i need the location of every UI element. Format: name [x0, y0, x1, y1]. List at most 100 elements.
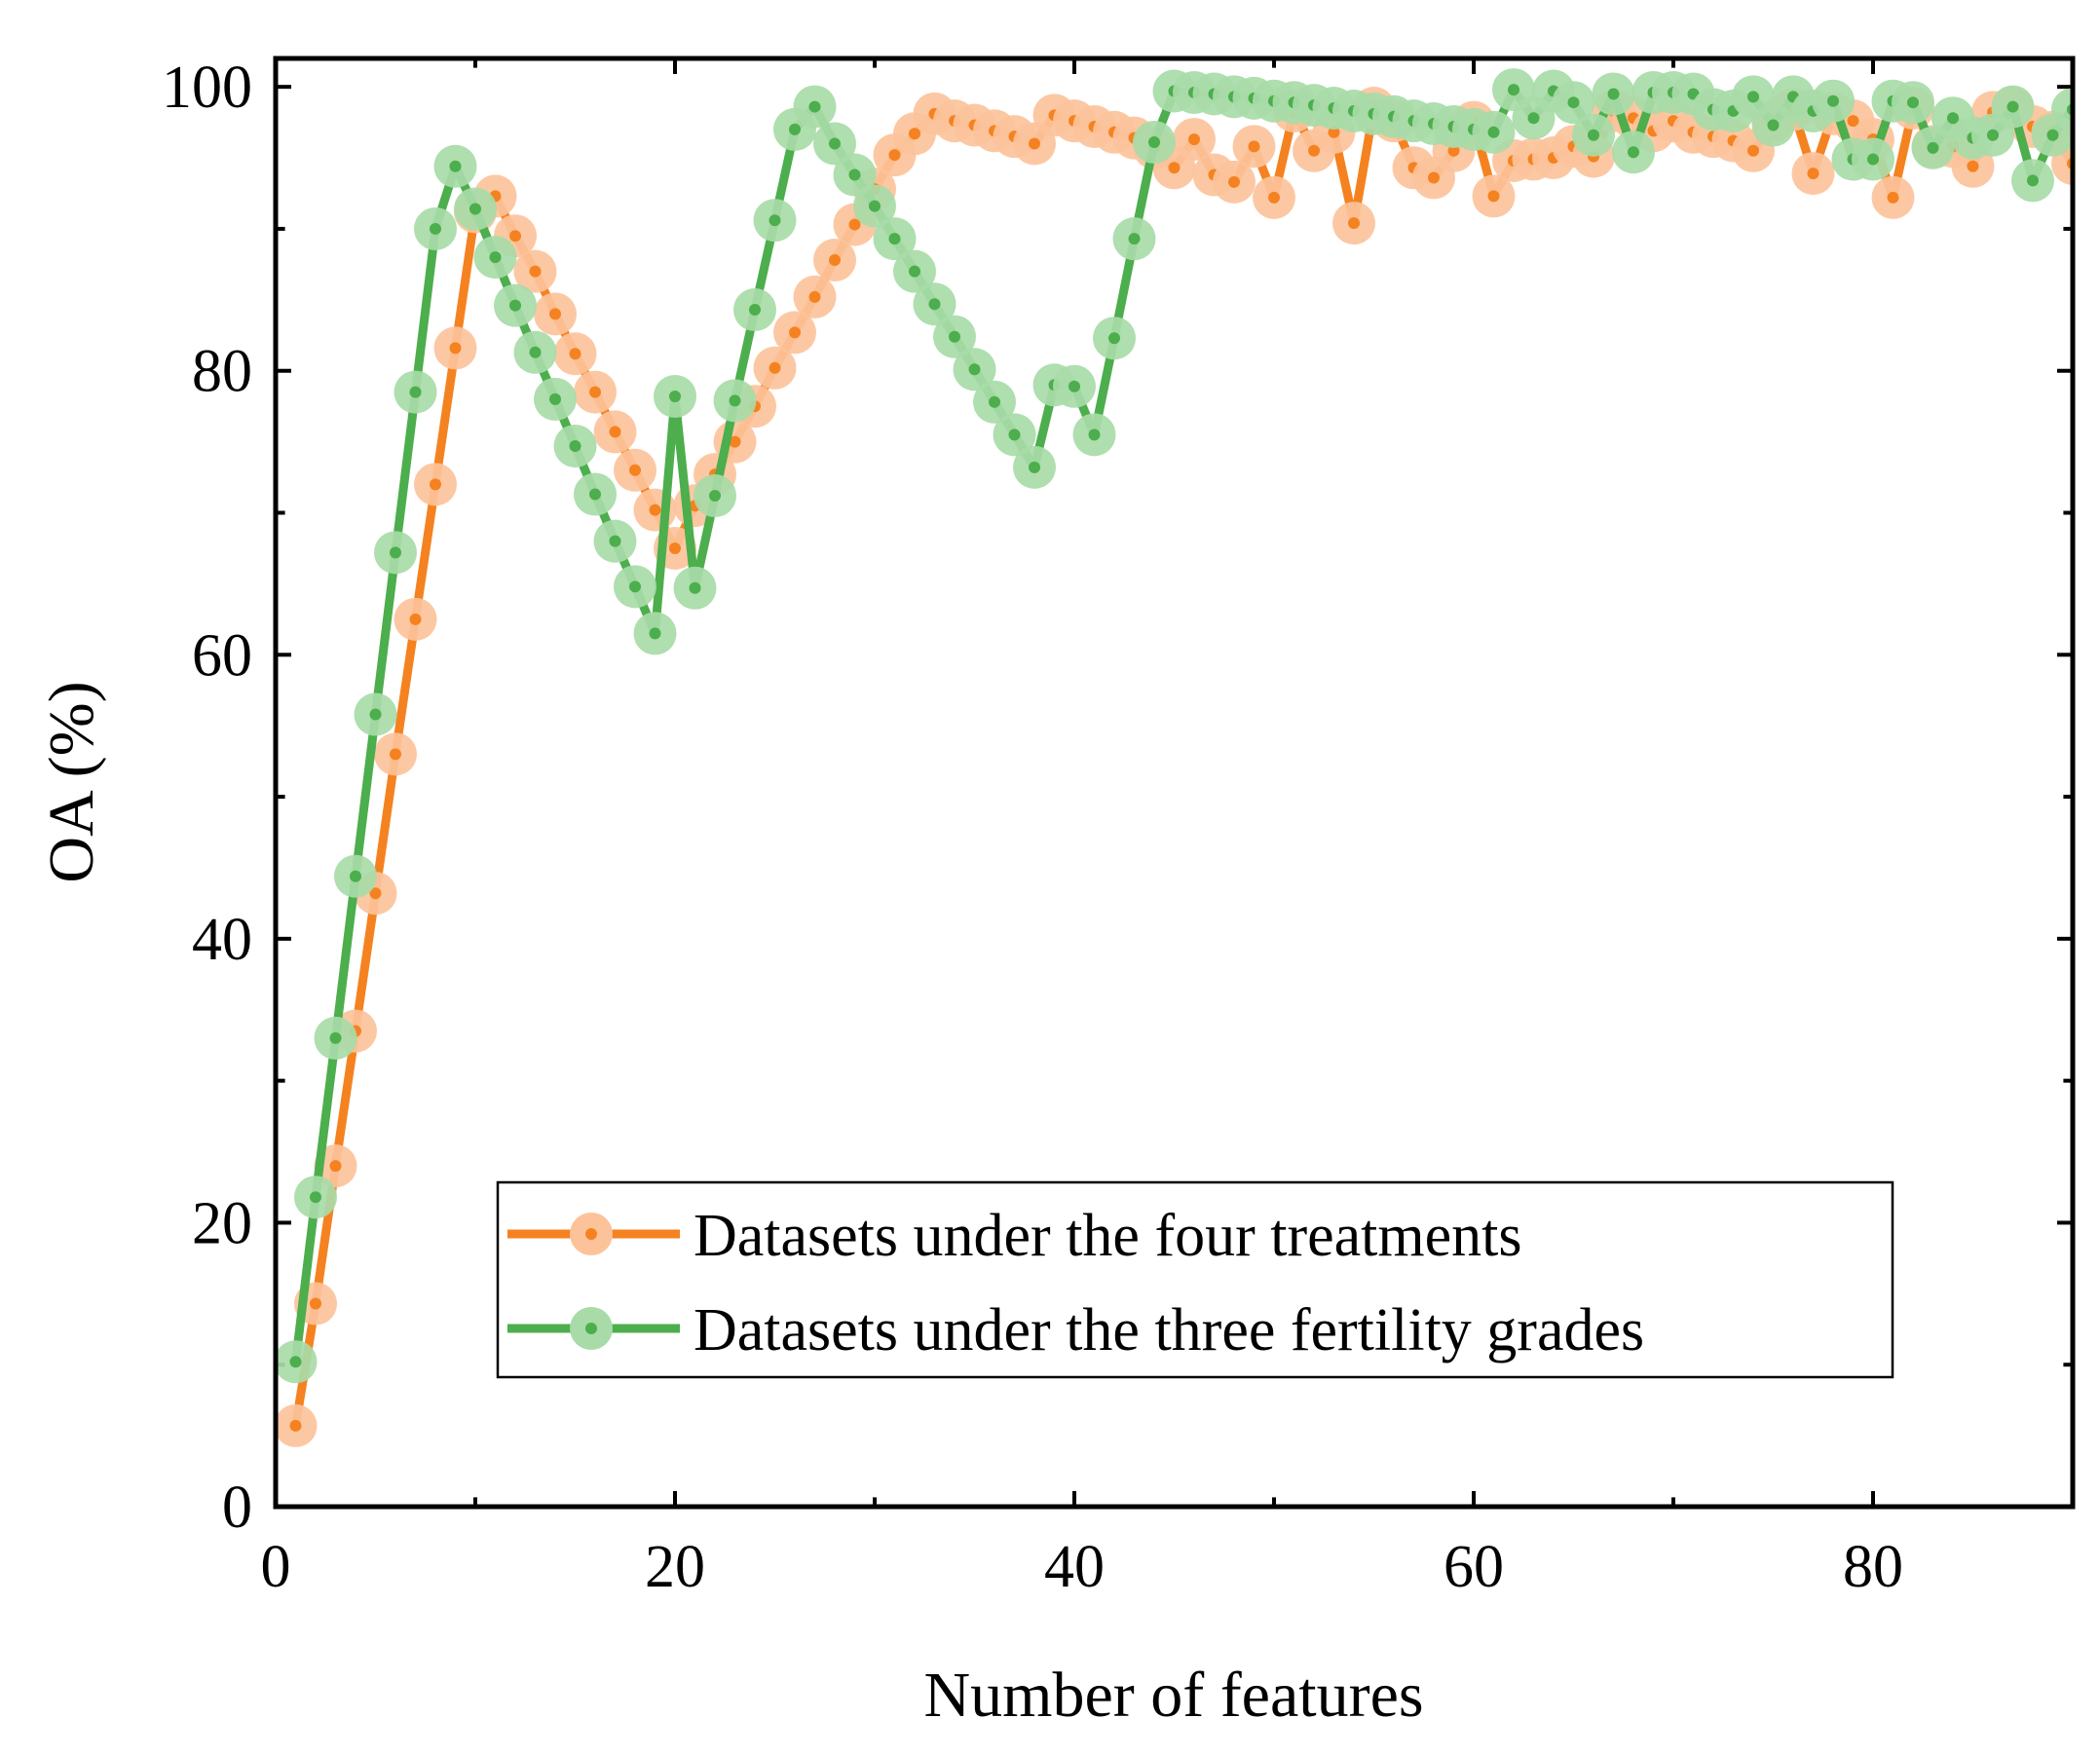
- data-point-center: [1008, 429, 1021, 441]
- data-point-center: [289, 1356, 302, 1368]
- data-point-center: [2006, 100, 2019, 113]
- data-point-center: [609, 535, 621, 547]
- data-point-center: [1428, 171, 1440, 184]
- data-point-center: [1867, 153, 1879, 166]
- data-point-center: [888, 149, 901, 162]
- series-line: [291, 85, 2073, 1363]
- data-point-center: [549, 392, 561, 405]
- data-point-center: [848, 218, 861, 231]
- data-point-center: [409, 613, 422, 625]
- data-point-center: [390, 546, 401, 559]
- data-point-center: [909, 128, 920, 140]
- data-point-center: [629, 580, 641, 593]
- series-1: [276, 68, 2073, 1384]
- data-point-center: [709, 490, 721, 503]
- data-point-center: [430, 478, 441, 491]
- data-point-center: [729, 435, 741, 448]
- x-tick-label: 40: [1044, 1534, 1105, 1600]
- data-point-center: [769, 361, 781, 374]
- legend-box: [496, 1180, 1894, 1379]
- data-point-center: [968, 363, 981, 376]
- data-point-center: [1348, 217, 1360, 230]
- data-point-center: [310, 1191, 321, 1204]
- data-point-center: [609, 426, 621, 438]
- data-point-center: [509, 299, 521, 312]
- y-tick-label: 0: [222, 1475, 252, 1541]
- data-point-center: [1308, 144, 1320, 157]
- data-point-center: [589, 488, 601, 501]
- data-point-center: [1767, 119, 1780, 131]
- legend-marker-dot-three-fertility-grades: [585, 1323, 597, 1334]
- data-point-center: [749, 304, 761, 317]
- y-tick-label: 20: [192, 1190, 252, 1256]
- data-point-center: [569, 439, 581, 452]
- y-tick-label: 60: [192, 622, 252, 689]
- data-point-center: [808, 100, 821, 113]
- data-point-center: [1487, 190, 1500, 203]
- data-point-center: [1508, 84, 1519, 96]
- data-point-center: [390, 748, 401, 761]
- data-point-center: [789, 326, 801, 339]
- data-point-center: [1927, 141, 1939, 154]
- data-point-center: [909, 265, 920, 278]
- y-tick-label: 100: [162, 55, 252, 121]
- data-point-center: [1628, 146, 1639, 159]
- data-point-center: [329, 1160, 342, 1173]
- data-point-center: [1148, 136, 1160, 149]
- data-point-center: [629, 464, 641, 476]
- data-point-center: [2027, 174, 2039, 187]
- data-point-center: [808, 290, 821, 303]
- data-point-center: [848, 168, 861, 181]
- x-tick-label: 20: [645, 1534, 705, 1600]
- data-point-center: [729, 394, 741, 407]
- data-point-center: [1487, 126, 1500, 138]
- data-point-center: [689, 581, 701, 594]
- data-point-center: [1029, 461, 1040, 473]
- data-point-center: [449, 160, 462, 172]
- x-tick-label: 0: [261, 1534, 291, 1600]
- data-point-center: [669, 390, 681, 402]
- data-point-center: [1747, 144, 1759, 157]
- tick-labels: 0 20 40 60 80 0 20 40 60 80 100: [162, 55, 1903, 1600]
- data-point-center: [829, 254, 841, 267]
- data-point-center: [1029, 137, 1040, 150]
- data-point-center: [829, 137, 841, 150]
- data-point-center: [430, 222, 441, 235]
- data-point-center: [769, 214, 781, 227]
- data-point-center: [2046, 129, 2059, 141]
- x-axis-title: Number of features: [923, 1660, 1423, 1731]
- data-point-center: [649, 504, 661, 516]
- plot-frame: [273, 56, 2076, 1510]
- data-point-center: [1248, 140, 1260, 153]
- data-point-center: [529, 265, 542, 278]
- data-point-center: [369, 887, 382, 900]
- data-point-center: [1887, 191, 1899, 204]
- legend-label-three-fertility-grades: Datasets under the three fertility grade…: [694, 1297, 1644, 1364]
- data-point-center: [1168, 162, 1181, 174]
- data-point-center: [1567, 96, 1580, 109]
- data-point-center: [1588, 129, 1599, 141]
- legend-label-four-treatments: Datasets under the four treatments: [694, 1203, 1521, 1269]
- data-point-center: [469, 203, 481, 215]
- data-point-center: [1088, 429, 1101, 441]
- data-point-center: [1188, 133, 1200, 146]
- series-layer: [276, 68, 2073, 1447]
- data-point-center: [569, 348, 581, 360]
- data-point-center: [1108, 332, 1120, 345]
- data-point-center: [669, 542, 681, 554]
- data-point-center: [310, 1297, 321, 1310]
- data-point-center: [789, 123, 801, 135]
- data-point-center: [549, 308, 561, 320]
- data-point-center: [1987, 129, 1999, 141]
- data-point-center: [1069, 380, 1080, 392]
- data-point-center: [1947, 112, 1959, 125]
- data-point-center: [1847, 115, 1859, 128]
- data-point-center: [869, 200, 881, 212]
- data-point-center: [369, 708, 382, 721]
- data-point-center: [1807, 168, 1819, 180]
- y-axis-title: OA (%): [36, 681, 107, 882]
- data-point-center: [489, 251, 502, 264]
- legend: Datasets under the four treatments Datas…: [496, 1180, 1894, 1379]
- data-point-center: [1827, 94, 1839, 107]
